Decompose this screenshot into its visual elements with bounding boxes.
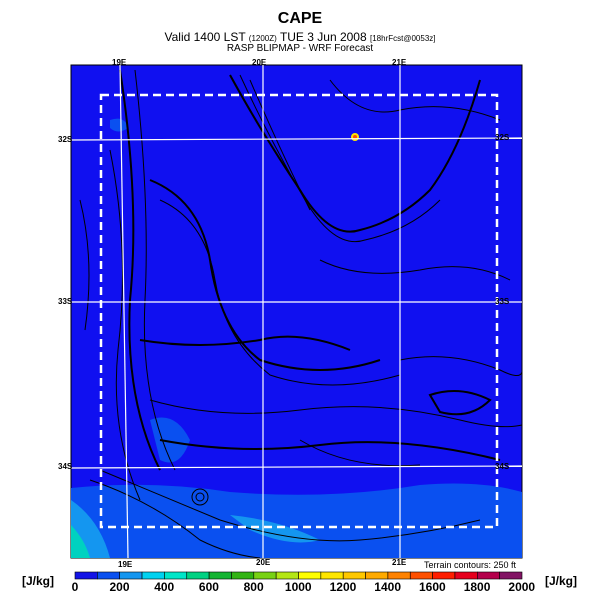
lon-label-bottom-19e: 19E bbox=[118, 560, 133, 569]
lon-label-top-21e: 21E bbox=[392, 58, 407, 67]
lat-label-right-32s: 32S bbox=[495, 133, 510, 142]
colorbar-swatch bbox=[365, 571, 389, 580]
colorbar-swatch bbox=[164, 571, 188, 580]
map-background bbox=[70, 64, 523, 559]
colorbar-tick-label: 0 bbox=[71, 580, 79, 594]
colorbar-tick-label: 200 bbox=[109, 580, 130, 594]
colorbar-swatch bbox=[74, 571, 98, 580]
map-title: CAPE bbox=[277, 10, 323, 27]
forecast-date: TUE 3 Jun 2008 bbox=[279, 30, 367, 44]
terrain-contour-note: Terrain contours: 250 ft bbox=[424, 560, 517, 570]
lon-label-bottom-20e: 20E bbox=[256, 558, 271, 567]
colorbar-swatch bbox=[432, 571, 456, 580]
map-subtitle: Valid 1400 LST (1200Z) TUE 3 Jun 2008 [1… bbox=[0, 30, 600, 44]
colorbar-swatch bbox=[253, 571, 277, 580]
lat-label-right-33s: 33S bbox=[495, 297, 510, 306]
colorbar bbox=[74, 571, 523, 580]
colorbar-swatch bbox=[97, 571, 120, 580]
colorbar-swatch bbox=[119, 571, 143, 580]
colorbar-tick-label: 600 bbox=[198, 580, 219, 594]
terrain-contours bbox=[79, 69, 523, 559]
lat-lon-grid bbox=[70, 64, 523, 559]
colorbar-tick-label: 1600 bbox=[419, 580, 446, 594]
lat-label-right-34s: 34S bbox=[495, 462, 510, 471]
lat-label-left-34s: 34S bbox=[58, 462, 73, 471]
colorbar-swatch bbox=[342, 571, 366, 580]
lon-label-bottom-21e: 21E bbox=[392, 558, 407, 567]
analysis-domain-box bbox=[99, 93, 499, 529]
cape-shading bbox=[71, 118, 522, 558]
colorbar-swatch bbox=[141, 571, 165, 580]
colorbar-tick-label: 1200 bbox=[329, 580, 357, 594]
colorbar-tick-label: 800 bbox=[243, 580, 264, 594]
colorbar-swatch bbox=[186, 571, 210, 580]
colorbar-tick-label: 400 bbox=[154, 580, 175, 594]
colorbar-swatch bbox=[208, 571, 232, 580]
colorbar-tick-label: 1800 bbox=[463, 580, 491, 594]
lat-label-left-33s: 33S bbox=[58, 297, 73, 306]
colorbar-swatch bbox=[476, 571, 500, 580]
colorbar-swatch bbox=[387, 571, 411, 580]
lon-label-top-20e: 20E bbox=[252, 58, 267, 67]
colorbar-swatch bbox=[499, 571, 523, 580]
colorbar-unit-left: [J/kg] bbox=[22, 574, 55, 588]
colorbar-swatch bbox=[231, 571, 255, 580]
colorbar-swatch bbox=[275, 571, 299, 580]
colorbar-swatch bbox=[454, 571, 478, 580]
lat-label-left-32s: 32S bbox=[58, 135, 73, 144]
colorbar-swatch bbox=[298, 571, 322, 580]
colorbar-unit-right: [J/kg] bbox=[545, 574, 578, 588]
lon-label-top-19e: 19E bbox=[112, 58, 127, 67]
colorbar-tick-label: 1400 bbox=[374, 580, 401, 594]
map-source: RASP BLIPMAP - WRF Forecast bbox=[226, 43, 374, 54]
valid-time: Valid 1400 LST bbox=[164, 30, 246, 44]
colorbar-swatch bbox=[409, 571, 433, 580]
colorbar-tick-label: 2000 bbox=[508, 580, 536, 594]
utc-time: (1200Z) bbox=[248, 34, 277, 43]
colorbar-tick-label: 1000 bbox=[284, 580, 312, 594]
colorbar-swatch bbox=[320, 571, 344, 580]
forecast-run: [18hrFcst@0053z] bbox=[370, 34, 436, 43]
